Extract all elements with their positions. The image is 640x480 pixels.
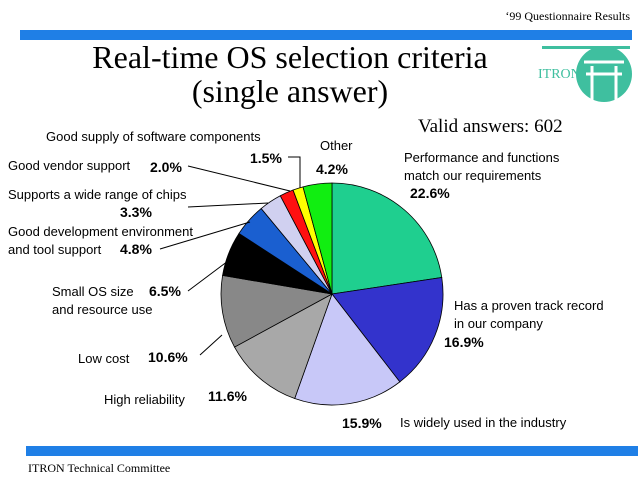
slice-value-label: 4.8% <box>120 241 152 257</box>
slice-label: and tool support <box>8 242 102 257</box>
valid-answers: Valid answers: 602 <box>418 116 563 137</box>
footer-text: ITRON Technical Committee <box>28 461 171 475</box>
pie-slice <box>331 182 443 295</box>
slice-label: Good supply of software components <box>46 129 261 144</box>
slice-label: match our requirements <box>404 168 542 183</box>
leader-line <box>288 156 301 188</box>
slice-value-label: 10.6% <box>148 349 188 365</box>
itron-logo-graphic: ITRON <box>538 46 632 102</box>
bottom-accent-bar <box>26 446 638 456</box>
pie-slice <box>233 293 333 400</box>
logo-text: ITRON <box>538 67 581 82</box>
slice-value-label: 11.6% <box>208 388 247 404</box>
page-title: Real-time OS selection criteria (single … <box>50 40 530 108</box>
slice-label: Good vendor support <box>8 158 131 173</box>
header-caption: ‘99 Questionnaire Results <box>505 9 630 23</box>
slice-value-label: 22.6% <box>410 185 450 201</box>
slice-value-label: 15.9% <box>342 415 382 431</box>
slice-value-label: 3.3% <box>120 204 152 220</box>
leader-line <box>159 221 251 250</box>
title-line-1: Real-time OS selection criteria <box>92 39 488 75</box>
slice-label: Other <box>320 138 353 153</box>
top-accent-bar <box>20 30 632 40</box>
leader-line <box>187 254 237 292</box>
slice-label: High reliability <box>104 392 185 407</box>
leader-line <box>199 334 223 356</box>
slice-label: Small OS size <box>52 284 134 299</box>
pie-slice <box>220 274 334 348</box>
pie-slice <box>331 277 444 383</box>
slice-value-label: 6.5% <box>149 283 181 299</box>
slice-label: Performance and functions <box>404 150 560 165</box>
slice-value-label: 16.9% <box>444 334 484 350</box>
title-line-2: (single answer) <box>191 73 389 109</box>
slice-label: in our company <box>454 316 543 331</box>
slice-value-label: 4.2% <box>316 161 348 177</box>
pie-slice <box>302 182 333 295</box>
pie-slice <box>294 293 401 406</box>
leader-line <box>187 202 269 208</box>
itron-logo: ITRON <box>536 44 632 104</box>
slice-label: Is widely used in the industry <box>400 415 567 430</box>
slice-label: and resource use <box>52 302 152 317</box>
slice-label: Low cost <box>78 351 130 366</box>
slice-label: Good development environment <box>8 224 193 239</box>
leader-line <box>187 165 291 192</box>
slice-label: Supports a wide range of chips <box>8 187 187 202</box>
slice-value-label: 1.5% <box>250 150 282 166</box>
slice-value-label: 2.0% <box>150 159 182 175</box>
slice-label: Has a proven track record <box>454 298 604 313</box>
